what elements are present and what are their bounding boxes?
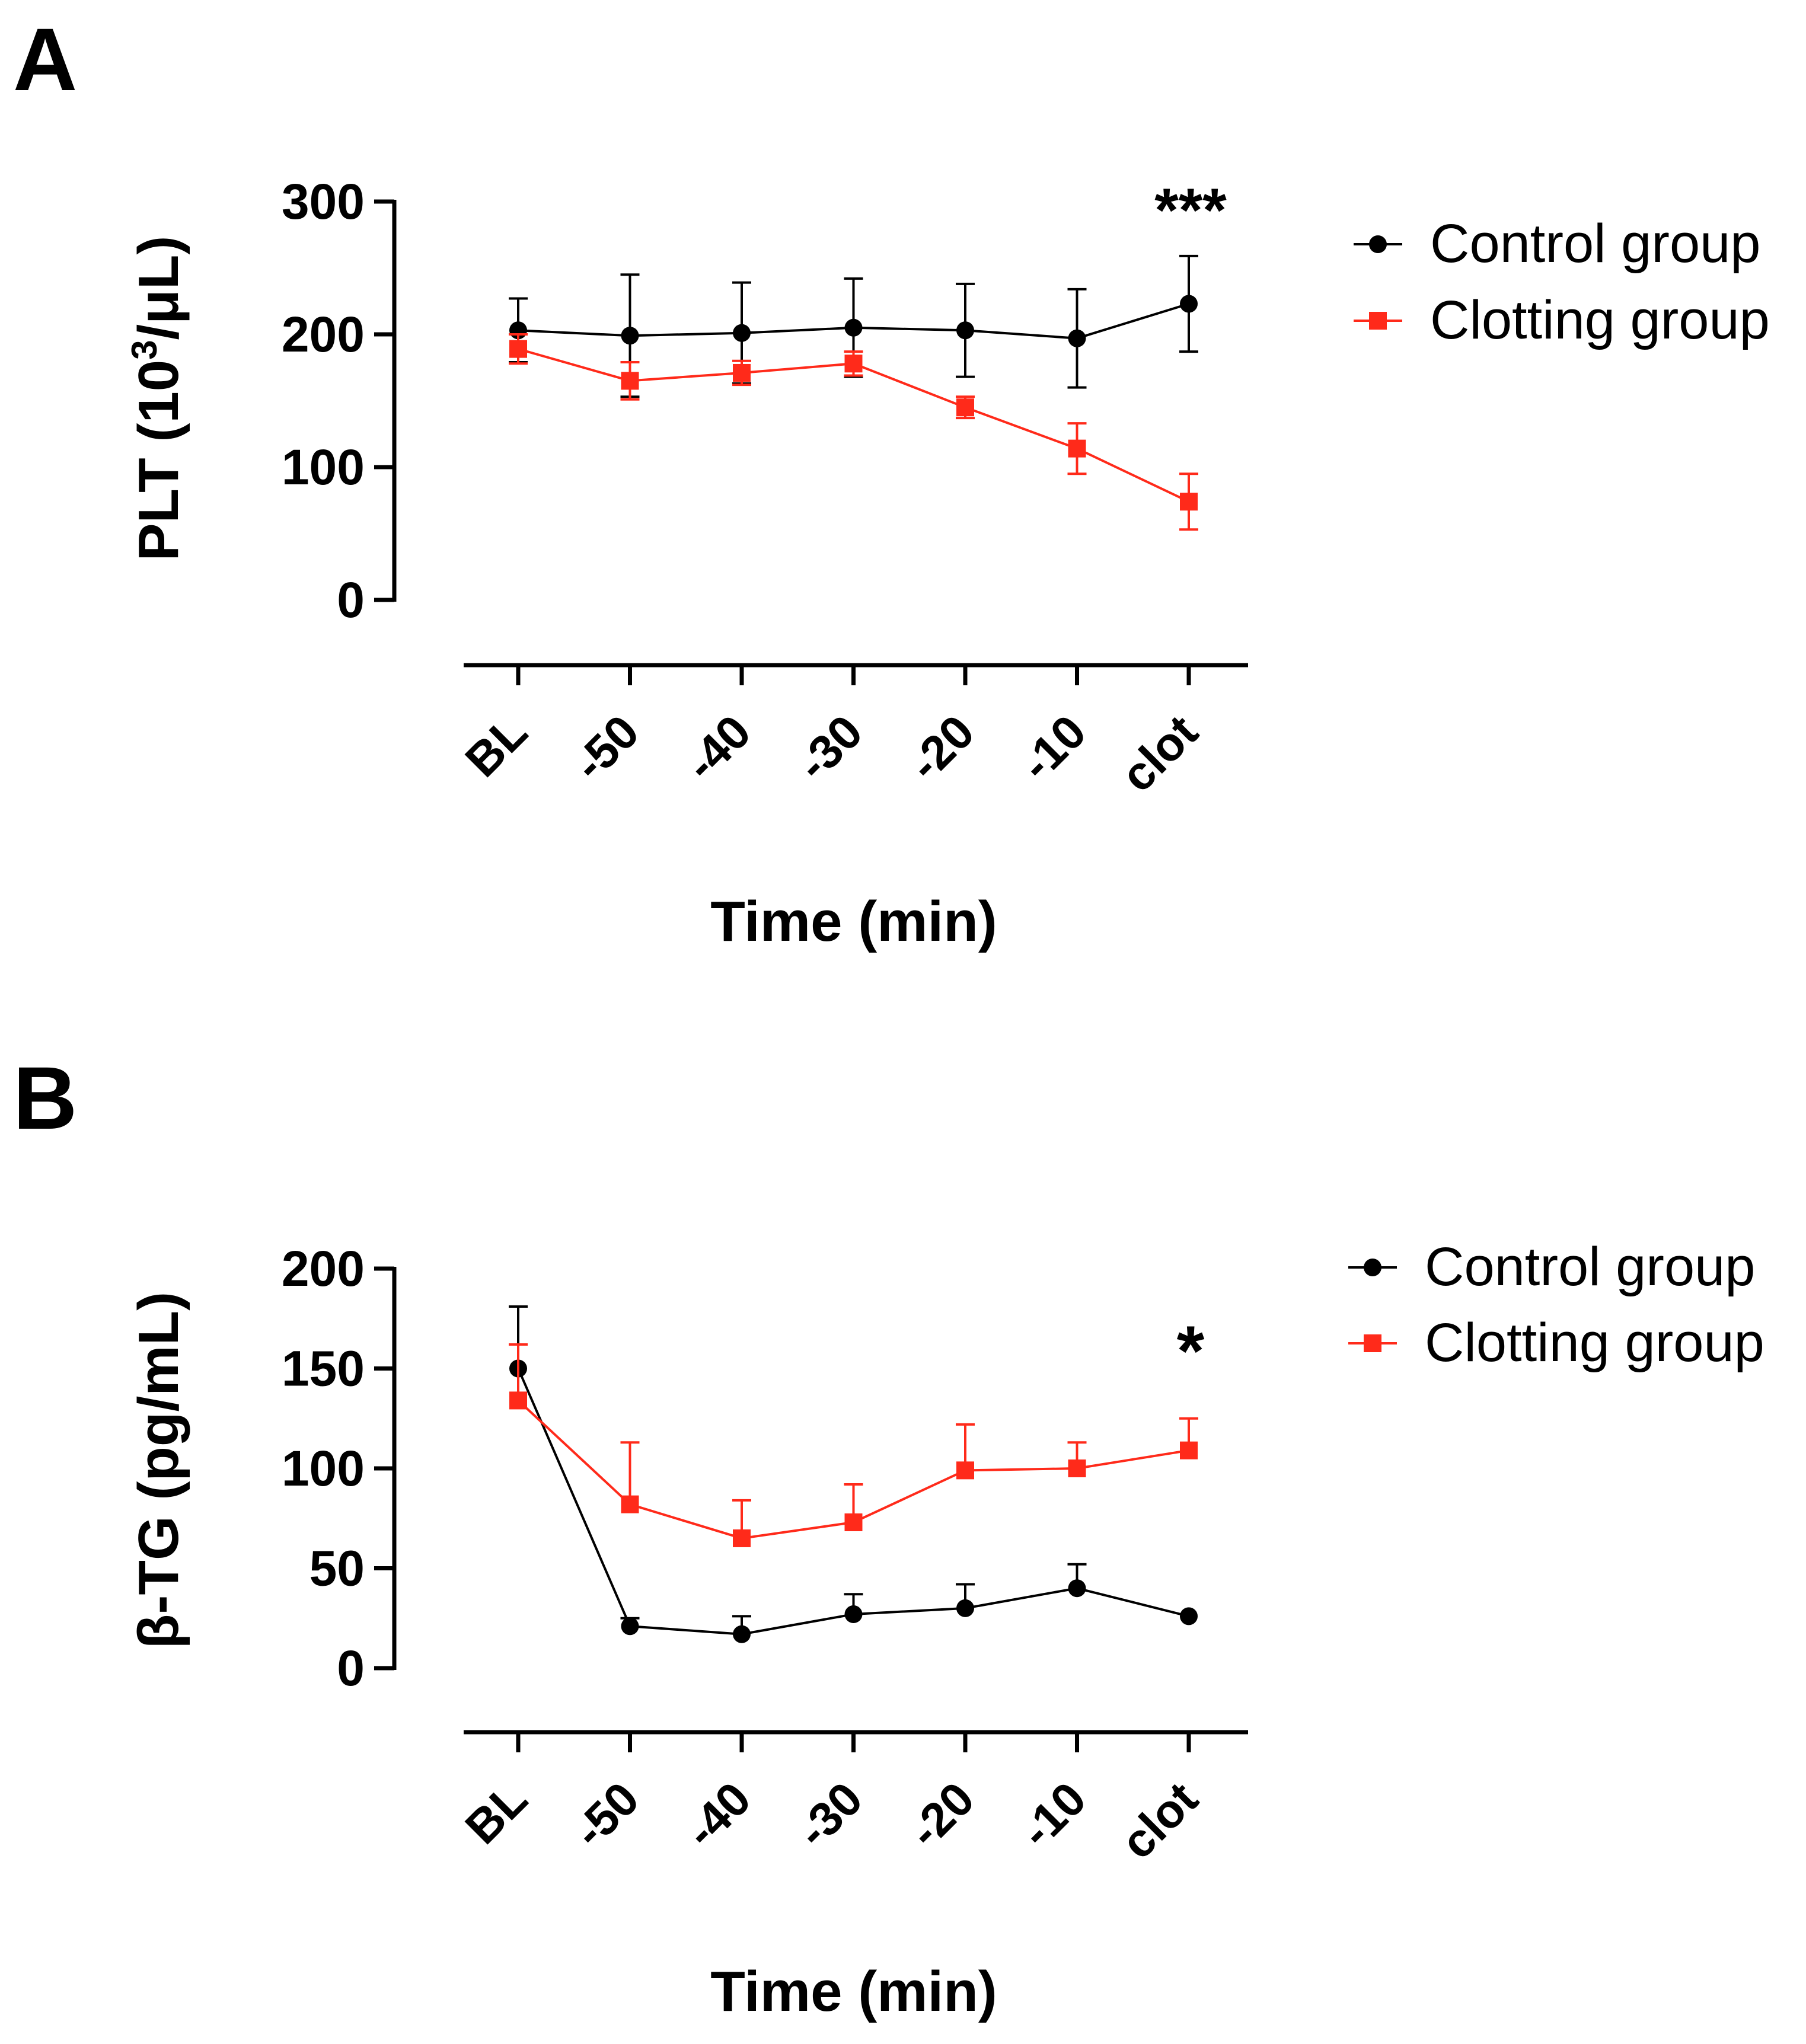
series-clotting (509, 1343, 1198, 1547)
x-tick-label: -20 (898, 705, 984, 791)
y-axis-label-main: β-TG (pg/mL) (127, 1292, 190, 1649)
legend-marker-clotting (1364, 1334, 1381, 1352)
y-axis-label: PLT (103/μL) (125, 236, 190, 561)
legend-marker-control (1369, 235, 1387, 253)
y-axis-label-sup: 3 (125, 340, 164, 360)
x-tick-label: clot (1111, 705, 1208, 802)
legend-label-clotting: Clotting group (1430, 290, 1770, 350)
legend-marker-clotting (1369, 312, 1387, 330)
panel-a: A PLT (103/μL) 0 100 200 300 BL -50 -40 -30 -20-… (13, 9, 1770, 953)
panel-b: B β-TG (pg/mL) 0 50 100 150 200 BL -50 -40 -30 -2… (13, 1048, 1764, 2023)
y-axis-label-main: PLT (10 (127, 360, 190, 561)
data-point (621, 1495, 639, 1513)
legend-label-control: Control group (1430, 213, 1760, 274)
data-point (1180, 493, 1198, 511)
axes: 0 50 100 150 200 BL -50 -40 -30 -20 -10 clot (282, 1241, 1248, 1869)
x-tick-label: clot (1111, 1772, 1208, 1869)
legend-item-control: Control group (1348, 1237, 1755, 1297)
data-point (733, 1625, 751, 1643)
series-control (509, 1305, 1198, 1643)
y-tick-label: 200 (282, 1241, 365, 1296)
x-tick-label: -10 (1010, 1772, 1096, 1858)
chart-marks (509, 1305, 1198, 1643)
axes: 0 100 200 300 BL -50 -40 -30 -20 -10 clot (282, 174, 1248, 802)
y-tick-label: 50 (309, 1541, 365, 1596)
x-tick-label: BL (455, 705, 537, 787)
legend-label-clotting: Clotting group (1425, 1312, 1764, 1373)
data-point (509, 340, 527, 358)
x-tick-label: -50 (563, 1772, 649, 1858)
x-tick-label: -40 (675, 705, 761, 791)
y-tick-label: 0 (337, 1640, 365, 1696)
series-control (509, 254, 1198, 398)
y-tick-label: 100 (282, 439, 365, 495)
legend: Control group Clotting group (1348, 1237, 1764, 1373)
x-tick-label: -50 (563, 705, 649, 791)
y-tick-label: 200 (282, 306, 365, 362)
x-tick-label: -10 (1010, 705, 1096, 791)
y-tick-label: 100 (282, 1441, 365, 1496)
data-point (509, 1391, 527, 1410)
data-point (733, 363, 751, 382)
panel-letter: A (13, 9, 77, 109)
data-point (844, 1513, 863, 1531)
x-tick-label: BL (455, 1772, 537, 1854)
data-point (956, 321, 974, 340)
data-point (621, 1617, 639, 1636)
x-axis-label: Time (min) (710, 890, 997, 953)
data-point (733, 324, 751, 342)
panel-letter: B (13, 1048, 77, 1148)
x-tick-label: -30 (787, 1772, 873, 1858)
y-tick-label: 150 (282, 1341, 365, 1397)
data-point (733, 1529, 751, 1547)
legend-label-control: Control group (1425, 1237, 1755, 1297)
x-tick-label: -40 (675, 1772, 761, 1858)
data-point (621, 372, 639, 390)
data-point (1068, 439, 1086, 458)
y-tick-label: 300 (282, 174, 365, 229)
x-tick-label: -20 (898, 1772, 984, 1858)
data-point (844, 354, 863, 373)
data-point (956, 1599, 974, 1617)
legend-item-clotting: Clotting group (1348, 1312, 1764, 1373)
chart-marks (509, 254, 1198, 531)
data-point (621, 327, 639, 345)
data-point (1180, 295, 1198, 313)
legend-marker-control (1364, 1259, 1381, 1276)
x-tick-label: -30 (787, 705, 873, 791)
data-point (1068, 1459, 1086, 1477)
data-point (1068, 1579, 1086, 1598)
data-point (956, 1461, 974, 1480)
data-point (844, 1605, 863, 1624)
data-point (844, 318, 863, 337)
data-point (1180, 1607, 1198, 1625)
legend: Control group Clotting group (1354, 213, 1770, 350)
data-point (956, 398, 974, 417)
data-point (1180, 1441, 1198, 1459)
y-tick-label: 0 (337, 572, 365, 628)
y-axis-label: β-TG (pg/mL) (127, 1292, 190, 1649)
series-clotting (509, 333, 1198, 531)
y-axis-label-tail: /μL) (127, 236, 190, 340)
legend-item-clotting: Clotting group (1354, 290, 1770, 350)
significance-marker: *** (1154, 176, 1227, 245)
legend-item-control: Control group (1354, 213, 1760, 274)
significance-marker: * (1177, 1311, 1205, 1391)
data-point (1068, 329, 1086, 347)
x-axis-label: Time (min) (710, 1960, 997, 2023)
